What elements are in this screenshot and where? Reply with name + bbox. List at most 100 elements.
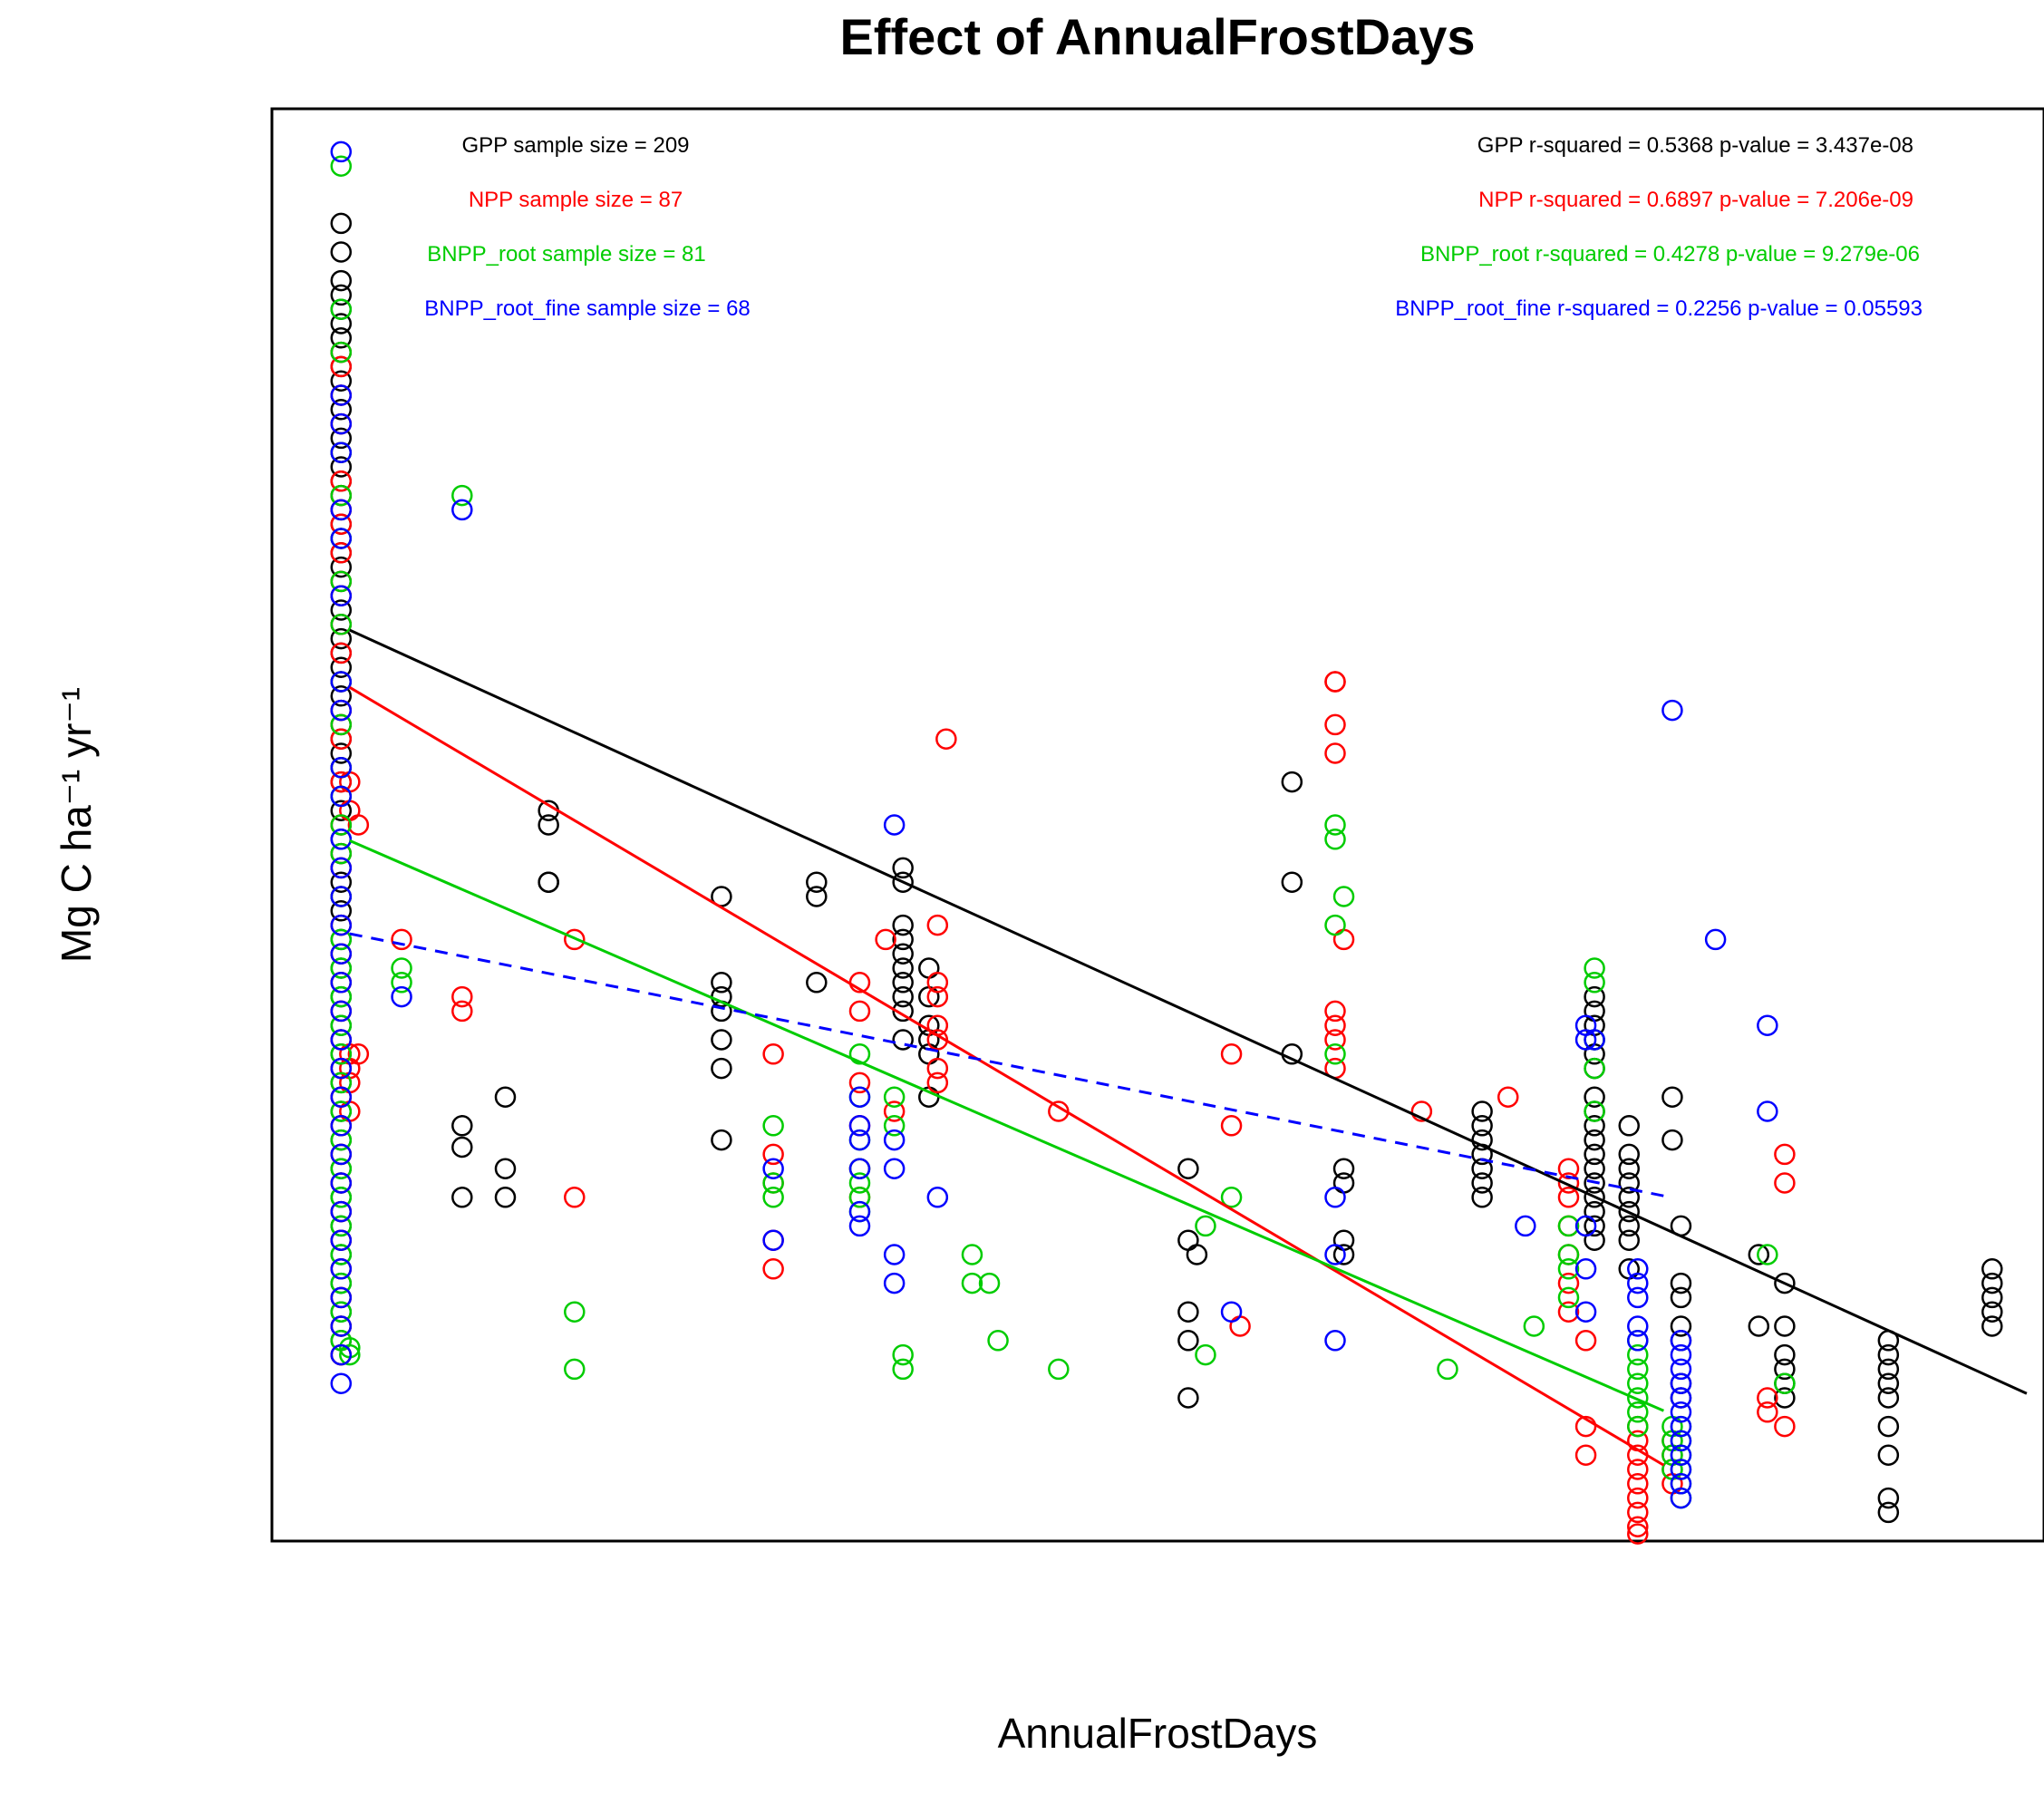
bnpp-root-point xyxy=(391,957,412,979)
data-points xyxy=(330,141,2003,1545)
bnpp-root-point xyxy=(961,1244,983,1265)
npp-point xyxy=(1627,1523,1649,1545)
npp-point xyxy=(926,972,949,994)
gpp-point xyxy=(1177,1229,1199,1251)
bnpp-root-fine-point xyxy=(883,1272,906,1294)
bnpp-root-fine-point xyxy=(1220,1301,1243,1323)
bnpp-root-point xyxy=(330,341,353,364)
npp-point xyxy=(1757,1387,1778,1409)
bnpp-root-point xyxy=(762,1187,784,1208)
bnpp-root-fine-point xyxy=(330,785,353,808)
bnpp-root-fine-point xyxy=(848,1200,871,1223)
npp-point xyxy=(1627,1487,1649,1509)
npp-point xyxy=(564,928,586,951)
gpp-point xyxy=(806,886,828,907)
gpp-point xyxy=(1177,1301,1199,1323)
bnpp-root-point xyxy=(883,1086,906,1108)
gpp-point xyxy=(892,914,914,936)
gpp-point xyxy=(1618,1158,1640,1179)
bnpp-root-point xyxy=(1324,1043,1346,1065)
gpp-point xyxy=(1332,1172,1355,1194)
npp-point xyxy=(1557,1301,1580,1323)
npp-point xyxy=(935,728,957,750)
bnpp-root-fine-point xyxy=(848,1086,871,1108)
bnpp-root-point xyxy=(978,1272,1001,1294)
bnpp-root-point xyxy=(391,972,412,994)
bnpp-root-fit-line xyxy=(349,839,1664,1412)
gpp-point xyxy=(1471,1100,1493,1122)
gpp-point xyxy=(1748,1244,1770,1265)
bnpp-root-point xyxy=(848,1043,871,1065)
npp-point xyxy=(1574,1330,1597,1352)
bnpp-root-point xyxy=(762,1115,784,1137)
npp-point xyxy=(926,1057,949,1080)
gpp-point xyxy=(1748,1315,1770,1337)
bnpp-root-fine-point xyxy=(1574,1215,1597,1237)
bnpp-root-fine-point xyxy=(330,1143,353,1166)
bnpp-root-fine-point xyxy=(1670,1387,1692,1409)
gpp-point xyxy=(330,241,353,263)
gpp-point xyxy=(1877,1415,1900,1438)
bnpp-root-fine-point xyxy=(848,1115,871,1137)
gpp-point xyxy=(330,313,353,334)
gpp-point xyxy=(1981,1301,2003,1323)
bnpp-root-fine-point xyxy=(762,1229,784,1251)
bnpp-root-fine-point xyxy=(1670,1487,1692,1509)
bnpp-root-point xyxy=(330,1301,353,1323)
bnpp-root-point xyxy=(961,1272,983,1294)
bnpp-root-point xyxy=(1324,829,1346,850)
bnpp-root-point xyxy=(1048,1358,1070,1381)
npp-point xyxy=(1627,1501,1649,1524)
bnpp-root-fine-point xyxy=(330,1315,353,1337)
bnpp-root-point xyxy=(987,1330,1009,1352)
bnpp-root-fine-point xyxy=(1670,1343,1692,1366)
bnpp-root-fine-point xyxy=(330,914,353,936)
npp-point xyxy=(762,1043,784,1065)
gpp-point xyxy=(1584,985,1605,1008)
bnpp-root-point xyxy=(1584,1057,1605,1080)
bnpp-root-fine-point xyxy=(848,1215,871,1237)
npp-point xyxy=(762,1143,784,1166)
bnpp-root-fine-point xyxy=(330,1372,353,1394)
gpp-point xyxy=(330,212,353,235)
bnpp-root-fine-point xyxy=(330,1057,353,1080)
gpp-point xyxy=(1661,1086,1683,1108)
gpp-point xyxy=(1670,1272,1692,1294)
bnpp-root-fine-point xyxy=(1324,1330,1346,1352)
gpp-point xyxy=(711,972,732,994)
bnpp-root-fine-point xyxy=(1324,1187,1346,1208)
bnpp-root-point xyxy=(848,1187,871,1208)
gpp-point xyxy=(1981,1286,2003,1309)
npp-point xyxy=(1774,1415,1796,1438)
bnpp-root-point xyxy=(1557,1258,1580,1280)
bnpp-root-fine-point xyxy=(1670,1358,1692,1381)
npp-point xyxy=(451,1000,473,1023)
npp-point xyxy=(1332,928,1355,951)
npp-point xyxy=(883,1100,906,1122)
bnpp-root-fine-point xyxy=(330,1286,353,1309)
gpp-point xyxy=(892,1029,914,1051)
gpp-point xyxy=(1618,1172,1640,1194)
gpp-point xyxy=(1177,1330,1199,1352)
x-axis-label: AnnualFrostDays xyxy=(998,1710,1318,1757)
bnpp-root-point xyxy=(330,1100,353,1122)
npp-point xyxy=(330,513,353,535)
gpp-point xyxy=(892,943,914,965)
npp-point xyxy=(564,1187,586,1208)
bnpp-root-fine-point xyxy=(1670,1401,1692,1423)
bnpp-root-fine-point xyxy=(1574,1301,1597,1323)
bnpp-root-point xyxy=(564,1358,586,1381)
bnpp-root-fine-point xyxy=(1584,1029,1605,1051)
gpp-point xyxy=(1981,1272,2003,1294)
bnpp-root-point xyxy=(1627,1343,1649,1366)
bnpp-root-point xyxy=(892,1343,914,1366)
gpp-point xyxy=(1877,1358,1900,1381)
bnpp-root-fine-point xyxy=(391,985,412,1008)
gpp-point xyxy=(494,1086,517,1108)
bnpp-root-fine-point xyxy=(330,943,353,965)
gpp-point xyxy=(1584,1143,1605,1166)
gpp-point xyxy=(1981,1315,2003,1337)
bnpp-root-fine-point xyxy=(330,585,353,606)
bnpp-root-fine-point xyxy=(330,1029,353,1051)
npp-point xyxy=(330,642,353,664)
